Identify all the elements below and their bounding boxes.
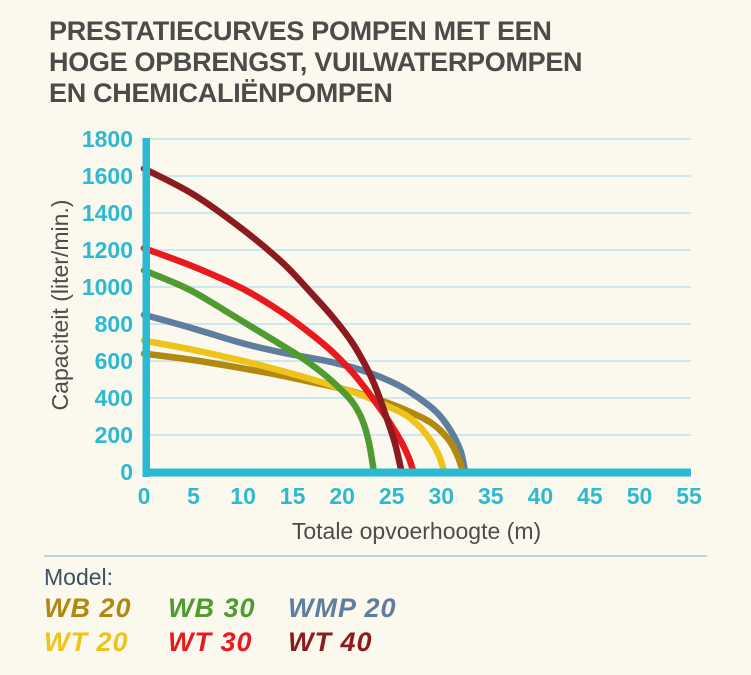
page-title-line-3: EN CHEMICALIËNPOMPEN: [49, 78, 393, 108]
svg-text:0: 0: [138, 483, 151, 509]
svg-text:30: 30: [429, 483, 455, 509]
svg-text:1200: 1200: [82, 237, 133, 263]
svg-text:1400: 1400: [82, 200, 133, 226]
svg-text:25: 25: [379, 483, 405, 509]
svg-text:400: 400: [95, 385, 133, 411]
legend-entry-wt20: WT 20: [44, 627, 129, 657]
legend-divider: [44, 555, 707, 557]
svg-text:45: 45: [577, 483, 603, 509]
page-title-line-1: PRESTATIECURVES POMPEN MET EEN: [49, 16, 552, 46]
svg-text:600: 600: [95, 348, 133, 374]
svg-text:5: 5: [187, 483, 200, 509]
page-title: PRESTATIECURVES POMPEN MET EEN HOGE OPBR…: [49, 16, 709, 109]
svg-text:800: 800: [95, 311, 133, 337]
svg-text:1000: 1000: [82, 274, 133, 300]
legend-entry-wt30: WT 30: [168, 627, 253, 657]
legend-entry-wt40: WT 40: [288, 627, 373, 657]
svg-text:40: 40: [528, 483, 554, 509]
svg-text:1800: 1800: [82, 126, 133, 152]
svg-text:15: 15: [280, 483, 306, 509]
legend-title: Model:: [44, 564, 114, 590]
legend-entry-wb20: WB 20: [44, 593, 132, 623]
svg-text:200: 200: [95, 422, 133, 448]
svg-text:55: 55: [676, 483, 702, 509]
legend-entry-wb30: WB 30: [168, 593, 256, 623]
svg-text:50: 50: [627, 483, 653, 509]
svg-text:1600: 1600: [82, 163, 133, 189]
svg-text:10: 10: [230, 483, 256, 509]
x-axis-title: Totale opvoerhoogte (m): [291, 518, 542, 544]
legend: WB 20 WB 30 WMP 20 WT 20 WT 30 WT 40: [44, 592, 468, 659]
legend-entry-wmp20: WMP 20: [288, 593, 397, 623]
page-title-line-2: HOGE OPBRENGST, VUILWATERPOMPEN: [49, 47, 583, 77]
svg-text:35: 35: [478, 483, 504, 509]
svg-text:20: 20: [329, 483, 355, 509]
svg-text:0: 0: [120, 459, 133, 485]
y-axis-title: Capaciteit (liter/min.): [47, 199, 73, 411]
